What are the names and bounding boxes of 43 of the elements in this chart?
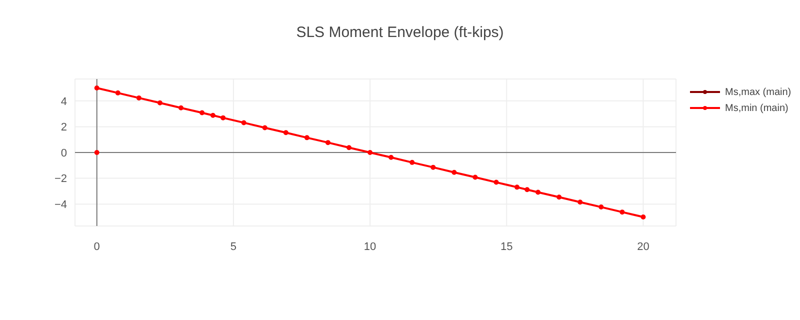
point [388, 154, 394, 160]
point [325, 140, 330, 146]
point [368, 150, 373, 155]
x-tick-label: 20 [637, 240, 650, 253]
point [620, 210, 625, 215]
point [346, 145, 352, 150]
point [524, 187, 530, 192]
point [514, 184, 520, 190]
point [452, 170, 457, 175]
y-tick-label: −4 [54, 198, 67, 211]
x-tick-label: 5 [230, 240, 237, 253]
chart-title: SLS Moment Envelope (ft-kips) [295, 24, 505, 41]
x-tick-label: 0 [94, 240, 100, 253]
point [430, 164, 436, 170]
point [241, 120, 246, 126]
legend-label: Ms,min (main) [725, 102, 788, 114]
x-tick-label: 15 [500, 240, 513, 253]
point [640, 214, 646, 220]
point [262, 125, 268, 130]
point [157, 100, 162, 106]
point [472, 174, 478, 180]
point [210, 112, 216, 118]
point [598, 204, 604, 210]
legend-label: Ms,max (main) [725, 86, 792, 98]
point [536, 190, 541, 195]
y-tick-label: 2 [60, 122, 67, 134]
point [94, 150, 100, 155]
point [178, 105, 184, 110]
point [494, 180, 499, 185]
point [115, 90, 120, 96]
point [220, 115, 226, 120]
y-tick-label: 4 [60, 96, 67, 108]
point [556, 194, 562, 200]
point [200, 110, 205, 116]
y-tick-label: −2 [54, 173, 67, 186]
x-tick-label: 10 [364, 240, 376, 253]
point [578, 200, 583, 205]
point [94, 86, 100, 91]
point [283, 130, 288, 136]
point [136, 95, 142, 100]
point [410, 160, 415, 165]
y-tick-label: 0 [60, 147, 67, 160]
point [304, 135, 310, 140]
